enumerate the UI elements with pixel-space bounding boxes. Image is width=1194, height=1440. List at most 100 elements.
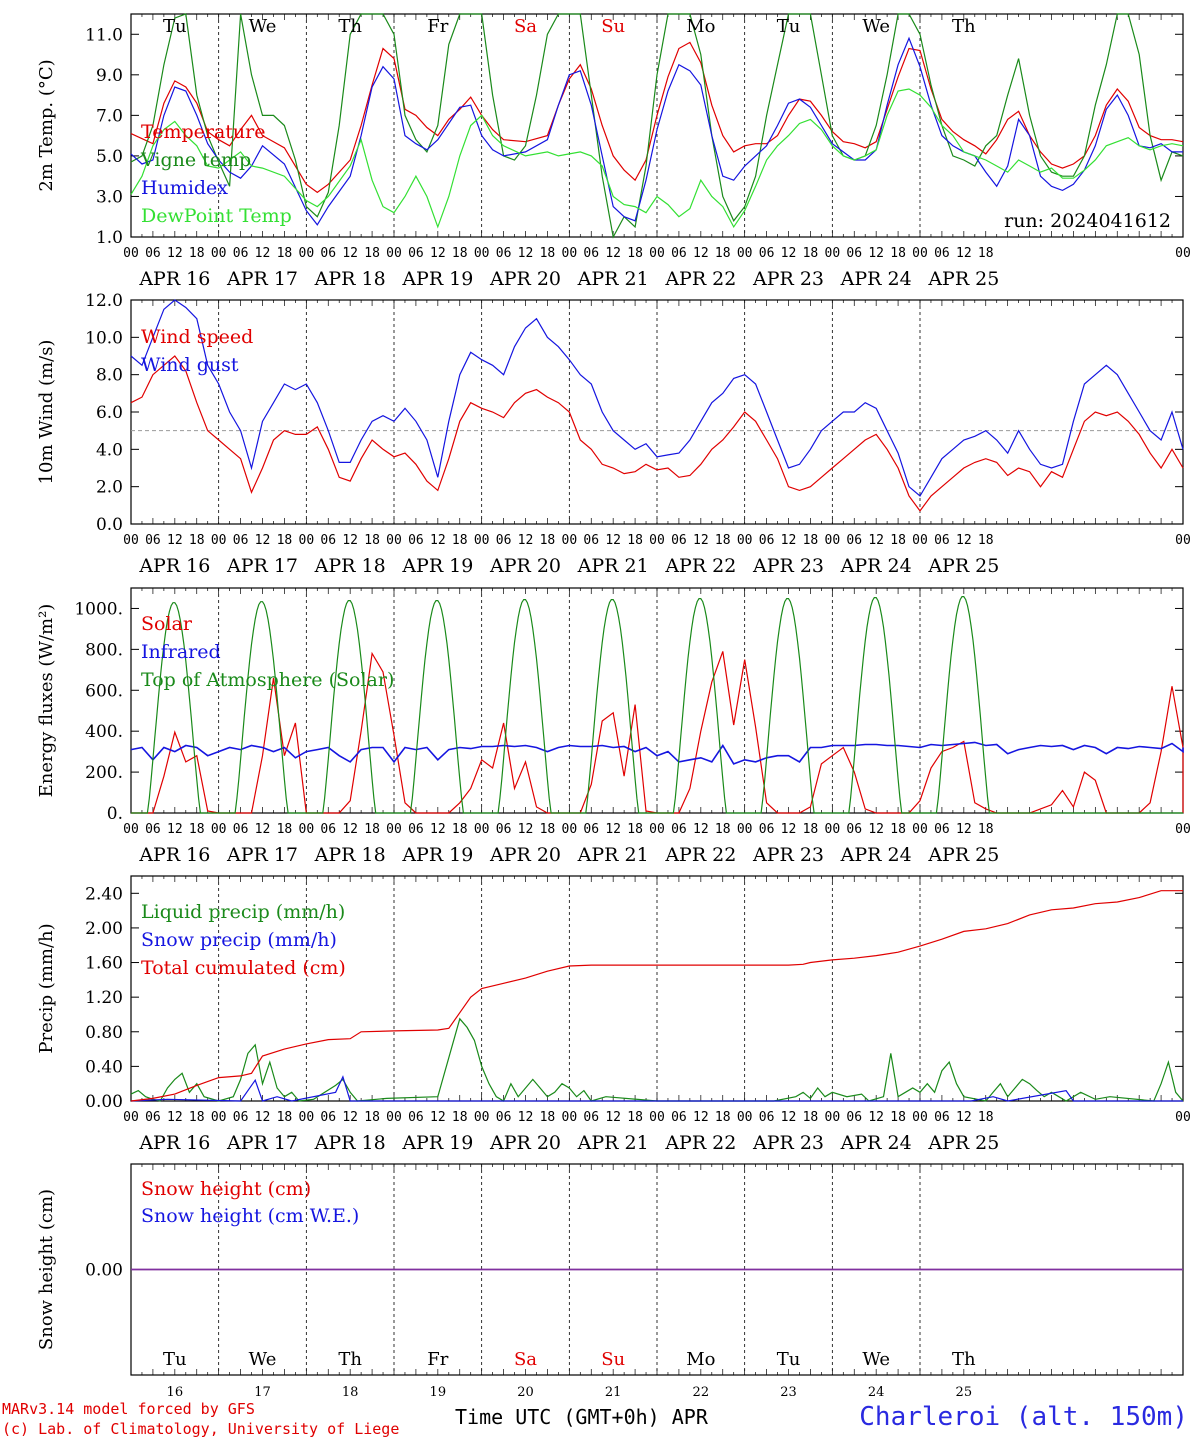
hour-tick-label: 00 — [474, 533, 490, 548]
hour-tick-label: 00 — [562, 533, 578, 548]
hour-tick-label: 18 — [803, 533, 819, 548]
hour-tick-label: 12 — [781, 246, 797, 261]
hour-tick-label: 06 — [496, 1110, 512, 1125]
hour-tick-label: 12 — [693, 533, 709, 548]
date-label: APR 18 — [314, 268, 386, 290]
y-tick-label: 1.0 — [96, 228, 123, 248]
weekday-label: Tu — [163, 16, 187, 37]
panel-2: 0.0 2.0 4.0 6.0 8.0 10.0 12.0 10m Wind (m/s) 00 0… — [36, 291, 1191, 577]
date-label: APR 22 — [664, 268, 736, 290]
hour-tick-label: 00 — [211, 1110, 227, 1125]
date-label: APR 22 — [664, 1132, 736, 1154]
hour-tick-label: 00 — [299, 822, 315, 837]
hour-tick-label: 06 — [233, 1110, 249, 1125]
hour-tick-label: 18 — [715, 822, 731, 837]
weekday-label: Th — [952, 16, 976, 37]
date-label: APR 16 — [138, 555, 210, 577]
weekday-label: We — [862, 1349, 890, 1370]
hour-tick-label: 18 — [452, 1110, 468, 1125]
x-axis-title: Time UTC (GMT+0h) APR — [455, 1405, 708, 1429]
hour-tick-label: 18 — [540, 246, 556, 261]
hour-tick-label: 12 — [167, 1110, 183, 1125]
hour-tick-label: 06 — [408, 1110, 424, 1125]
legend-entry: Infrared — [141, 641, 221, 663]
hour-tick-label: 12 — [781, 1110, 797, 1125]
y-tick-label: 0.00 — [85, 1261, 123, 1281]
hour-tick-label: 12 — [868, 246, 884, 261]
hour-tick-label: 12 — [605, 533, 621, 548]
y-axis-title: 10m Wind (m/s) — [36, 340, 57, 485]
date-label: APR 24 — [840, 268, 912, 290]
y-tick-label: 1000. — [74, 599, 123, 619]
hour-tick-label: 18 — [715, 246, 731, 261]
date-label: APR 19 — [401, 844, 473, 866]
hour-tick-label: 18 — [277, 246, 293, 261]
panel-4: 0.00 0.40 0.80 1.20 1.60 2.00 2.40 Precip (mm/h… — [36, 875, 1191, 1154]
y-tick-label: 2.40 — [85, 884, 123, 904]
weekday-label: Fr — [427, 16, 448, 37]
date-label: APR 19 — [401, 555, 473, 577]
hour-tick-label: 00 — [123, 533, 139, 548]
hour-tick-label: 00 — [386, 533, 402, 548]
hour-tick-label: 12 — [430, 246, 446, 261]
series-line — [130, 1017, 1184, 1102]
hour-tick-label: 12 — [868, 822, 884, 837]
hour-tick-label: 06 — [583, 246, 599, 261]
hour-tick-label: 00 — [649, 822, 665, 837]
date-label: APR 25 — [927, 844, 999, 866]
hour-tick-label: 18 — [540, 533, 556, 548]
hour-tick-label: 12 — [956, 822, 972, 837]
hour-tick-label: 00 — [123, 822, 139, 837]
hour-tick-label: 06 — [233, 246, 249, 261]
hour-tick-label: 06 — [671, 246, 687, 261]
weekday-label: We — [249, 16, 277, 37]
hour-tick-label: 06 — [233, 533, 249, 548]
day-number-label: 16 — [167, 1385, 184, 1400]
hour-tick-label: 00 — [825, 246, 841, 261]
date-label: APR 18 — [314, 555, 386, 577]
series-line — [130, 88, 1184, 229]
hour-tick-label: 12 — [605, 246, 621, 261]
legend-entry: Wind gust — [141, 354, 239, 376]
y-tick-label: 600. — [85, 681, 123, 701]
hour-tick-label: 00 — [912, 822, 928, 837]
day-number-label: 17 — [254, 1385, 271, 1400]
hour-tick-label: 12 — [430, 533, 446, 548]
hour-tick-label: 12 — [255, 1110, 271, 1125]
hour-tick-label: 12 — [956, 1110, 972, 1125]
series-line — [130, 355, 1184, 512]
hour-tick-label: 00 — [211, 822, 227, 837]
date-label: APR 20 — [489, 844, 561, 866]
hour-tick-label: 06 — [320, 1110, 336, 1125]
weekday-label: We — [249, 1349, 277, 1370]
hour-tick-label: 18 — [627, 246, 643, 261]
hour-tick-label: 18 — [890, 533, 906, 548]
hour-tick-label: 06 — [759, 1110, 775, 1125]
day-number-label: 22 — [693, 1385, 710, 1400]
hour-tick-label: 18 — [627, 1110, 643, 1125]
hour-tick-label: 00 — [825, 822, 841, 837]
hour-tick-label: 00 — [737, 822, 753, 837]
hour-tick-label: 00 — [123, 1110, 139, 1125]
hour-tick-label: 12 — [430, 1110, 446, 1125]
y-axis-title: Precip (mm/h) — [36, 923, 57, 1053]
date-label: APR 23 — [752, 844, 824, 866]
station-name: Charleroi (alt. 150m) — [859, 1402, 1188, 1432]
day-number-label: 24 — [868, 1385, 885, 1400]
hour-tick-label: 12 — [781, 822, 797, 837]
date-label: APR 17 — [226, 844, 298, 866]
weekday-label: Tu — [777, 1349, 801, 1370]
hour-tick-label: 06 — [846, 1110, 862, 1125]
hour-tick-label: 06 — [671, 1110, 687, 1125]
hour-tick-label: 00 — [562, 822, 578, 837]
weekday-label: Th — [338, 16, 362, 37]
hour-tick-label: 18 — [978, 822, 994, 837]
hour-tick-label: 06 — [145, 246, 161, 261]
y-tick-label: 11.0 — [85, 25, 123, 45]
day-number-label: 25 — [956, 1385, 973, 1400]
hour-tick-label: 06 — [934, 533, 950, 548]
weekday-label: Th — [338, 1349, 362, 1370]
hour-tick-label: 12 — [868, 1110, 884, 1125]
hour-tick-label: 06 — [320, 246, 336, 261]
